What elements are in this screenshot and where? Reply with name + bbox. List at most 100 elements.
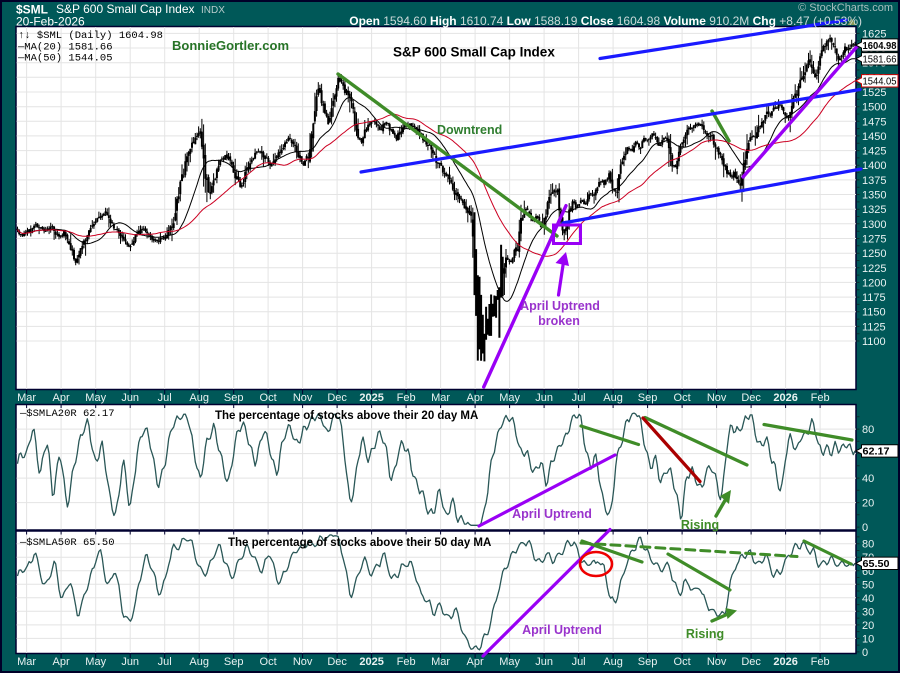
svg-text:Dec: Dec	[741, 392, 761, 404]
svg-text:1250: 1250	[862, 248, 886, 260]
svg-text:Jul: Jul	[572, 392, 586, 404]
svg-text:40: 40	[862, 593, 874, 605]
svg-text:Sep: Sep	[224, 392, 244, 404]
svg-text:Aug: Aug	[189, 392, 209, 404]
svg-text:$SML: $SML	[16, 3, 48, 17]
svg-text:1375: 1375	[862, 175, 886, 187]
svg-text:Dec: Dec	[327, 656, 347, 668]
svg-text:S&P 600 Small Cap Index: S&P 600 Small Cap Index	[56, 2, 195, 16]
svg-text:1581.66: 1581.66	[863, 54, 897, 66]
svg-text:Apr: Apr	[53, 656, 70, 668]
svg-text:2025: 2025	[359, 656, 383, 668]
svg-text:Sep: Sep	[638, 392, 658, 404]
svg-text:Oct: Oct	[674, 392, 691, 404]
svg-text:65.50: 65.50	[863, 558, 890, 570]
svg-text:Apr: Apr	[467, 392, 484, 404]
svg-text:Mar: Mar	[431, 656, 450, 668]
svg-text:0: 0	[862, 647, 868, 659]
svg-text:Feb: Feb	[397, 656, 416, 668]
svg-text:S&P 600 Small Cap Index: S&P 600 Small Cap Index	[393, 45, 555, 60]
svg-text:Jul: Jul	[158, 392, 172, 404]
svg-text:Aug: Aug	[603, 392, 623, 404]
svg-text:1175: 1175	[862, 292, 886, 304]
svg-text:Dec: Dec	[327, 392, 347, 404]
svg-text:Jun: Jun	[535, 656, 553, 668]
svg-text:Aug: Aug	[603, 656, 623, 668]
svg-text:—MA(50) 1544.05: —MA(50) 1544.05	[17, 53, 113, 65]
svg-text:10: 10	[862, 633, 874, 645]
svg-text:Jun: Jun	[121, 392, 139, 404]
svg-text:80: 80	[862, 424, 874, 436]
svg-text:1500: 1500	[862, 102, 886, 114]
svg-text:Apr: Apr	[53, 392, 70, 404]
svg-text:Feb: Feb	[811, 656, 830, 668]
svg-text:2026: 2026	[773, 392, 797, 404]
svg-text:1625: 1625	[862, 28, 886, 40]
svg-text:—$SMLA20R 62.17: —$SMLA20R 62.17	[19, 408, 115, 420]
svg-text:1275: 1275	[862, 234, 886, 246]
svg-text:1225: 1225	[862, 263, 886, 275]
svg-text:1525: 1525	[862, 87, 886, 99]
svg-text:↑↓ $SML (Daily) 1604.98: ↑↓ $SML (Daily) 1604.98	[18, 30, 163, 42]
svg-text:—MA(20) 1581.66: —MA(20) 1581.66	[17, 42, 113, 54]
svg-text:1325: 1325	[862, 204, 886, 216]
svg-text:40: 40	[862, 473, 874, 485]
svg-text:1604.98: 1604.98	[863, 40, 897, 52]
svg-text:© StockCharts.com: © StockCharts.com	[798, 2, 893, 14]
svg-text:Rising: Rising	[686, 627, 724, 641]
svg-text:Mar: Mar	[17, 392, 36, 404]
svg-text:broken: broken	[538, 314, 580, 328]
svg-text:30: 30	[862, 606, 874, 618]
svg-text:Feb: Feb	[811, 392, 830, 404]
svg-text:April Uptrend: April Uptrend	[512, 507, 592, 521]
svg-text:0: 0	[862, 522, 868, 534]
svg-text:Mar: Mar	[431, 392, 450, 404]
svg-text:Nov: Nov	[707, 656, 727, 668]
svg-text:50: 50	[862, 579, 874, 591]
svg-text:Downtrend: Downtrend	[437, 123, 502, 137]
svg-text:Feb: Feb	[397, 392, 416, 404]
svg-text:1450: 1450	[862, 131, 886, 143]
svg-text:20-Feb-2026: 20-Feb-2026	[16, 15, 85, 29]
svg-text:2025: 2025	[359, 392, 383, 404]
svg-text:Jul: Jul	[158, 656, 172, 668]
svg-text:Rising: Rising	[681, 518, 719, 532]
svg-text:1350: 1350	[862, 190, 886, 202]
svg-text:20: 20	[862, 620, 874, 632]
svg-text:April Uptrend: April Uptrend	[520, 299, 600, 313]
svg-text:1300: 1300	[862, 219, 886, 231]
svg-text:Dec: Dec	[741, 656, 761, 668]
svg-text:Apr: Apr	[467, 656, 484, 668]
svg-text:Sep: Sep	[224, 656, 244, 668]
svg-text:The percentage of stocks above: The percentage of stocks above their 50 …	[228, 537, 491, 549]
svg-text:May: May	[499, 656, 520, 668]
svg-text:Nov: Nov	[293, 656, 313, 668]
svg-text:1400: 1400	[862, 160, 886, 172]
svg-text:1100: 1100	[862, 336, 886, 348]
svg-text:Sep: Sep	[638, 656, 658, 668]
svg-text:2026: 2026	[773, 656, 797, 668]
svg-text:Jul: Jul	[572, 656, 586, 668]
svg-text:Jun: Jun	[121, 656, 139, 668]
svg-text:Open 1594.60 High 1610.74 Low: Open 1594.60 High 1610.74 Low 1588.19 Cl…	[349, 14, 862, 28]
svg-text:April Uptrend: April Uptrend	[522, 623, 602, 637]
svg-text:Aug: Aug	[189, 656, 209, 668]
svg-text:80: 80	[862, 539, 874, 551]
svg-text:Nov: Nov	[707, 392, 727, 404]
svg-text:62.17: 62.17	[863, 446, 890, 458]
svg-text:Jun: Jun	[535, 392, 553, 404]
svg-text:—$SMLA50R 65.50: —$SMLA50R 65.50	[19, 537, 115, 549]
svg-text:Oct: Oct	[674, 656, 691, 668]
svg-text:May: May	[499, 392, 520, 404]
svg-text:INDX: INDX	[201, 5, 225, 16]
svg-text:The percentage of stocks above: The percentage of stocks above their 20 …	[215, 410, 478, 422]
svg-text:May: May	[85, 392, 106, 404]
svg-text:1425: 1425	[862, 146, 886, 158]
svg-text:1200: 1200	[862, 277, 886, 289]
svg-text:Mar: Mar	[17, 656, 36, 668]
svg-text:1544.05: 1544.05	[863, 76, 897, 88]
svg-text:Oct: Oct	[260, 392, 277, 404]
svg-text:May: May	[85, 656, 106, 668]
svg-text:Oct: Oct	[260, 656, 277, 668]
svg-text:1475: 1475	[862, 116, 886, 128]
